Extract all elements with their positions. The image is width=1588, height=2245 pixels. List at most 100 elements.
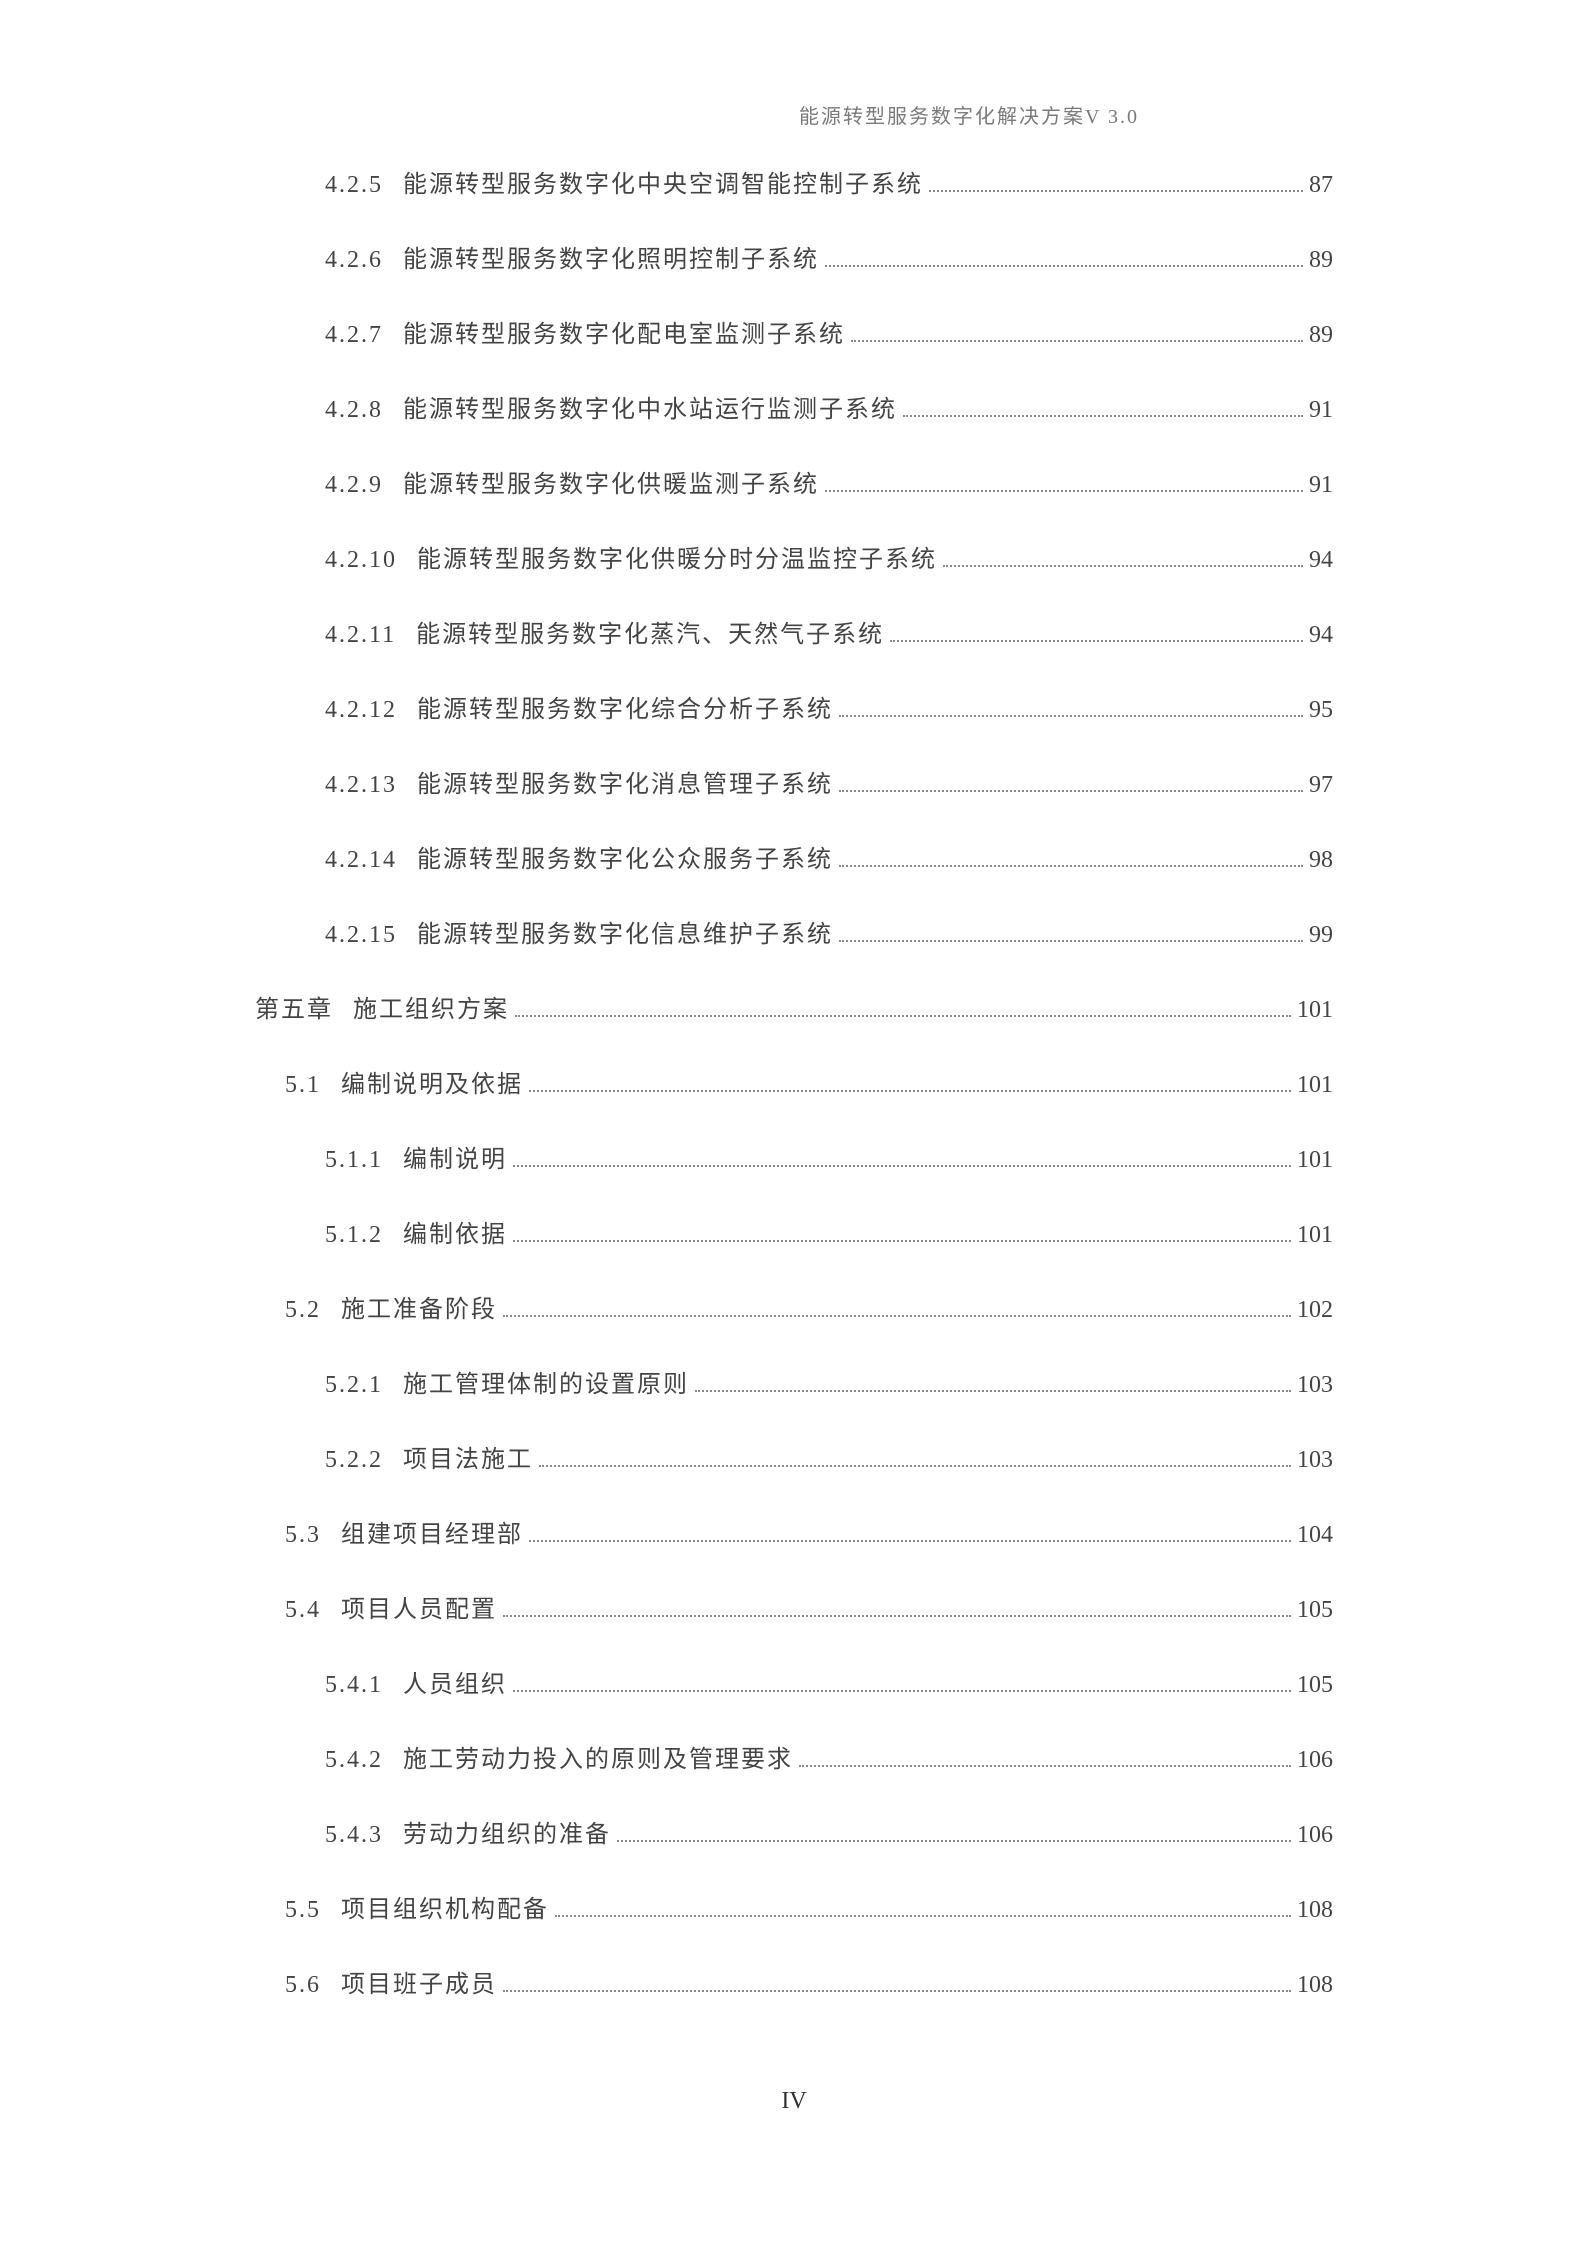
toc-entry-number: 4.2.15 xyxy=(325,922,397,949)
toc-entry-title: 施工准备阶段 xyxy=(341,1289,497,1324)
toc-entry: 5.4.2 施工劳动力投入的原则及管理要求 106 xyxy=(255,1739,1333,1774)
toc-entry-number: 4.2.6 xyxy=(325,247,383,274)
toc-entry-page: 102 xyxy=(1297,1297,1333,1324)
toc-entry-title: 能源转型服务数字化配电室监测子系统 xyxy=(403,314,845,349)
toc-leader-dots xyxy=(851,340,1303,342)
toc-entry: 5.2.1施工管理体制的设置原则103 xyxy=(255,1364,1333,1399)
toc-leader-dots xyxy=(555,1915,1291,1917)
toc-entry: 5.2 施工准备阶段 102 xyxy=(255,1289,1333,1324)
document-header: 能源转型服务数字化解决方案V 3.0 xyxy=(255,100,1333,129)
toc-entry: 5.6 项目班子成员 108 xyxy=(255,1964,1333,1999)
toc-entry-number: 4.2.8 xyxy=(325,397,383,424)
toc-entry-title: 能源转型服务数字化公众服务子系统 xyxy=(417,839,833,874)
table-of-contents: 4.2.5 能源转型服务数字化中央空调智能控制子系统 87 4.2.6 能源转型服务数字… xyxy=(255,164,1333,1999)
toc-leader-dots xyxy=(839,865,1303,867)
toc-entry-title: 能源转型服务数字化供暖分时分温监控子系统 xyxy=(417,539,937,574)
toc-leader-dots xyxy=(695,1390,1291,1392)
toc-entry-number: 5.6 xyxy=(285,1972,321,1999)
toc-entry-number: 4.2.13 xyxy=(325,772,397,799)
toc-leader-dots xyxy=(799,1765,1291,1767)
toc-entry-page: 94 xyxy=(1309,622,1333,649)
toc-entry: 4.2.5 能源转型服务数字化中央空调智能控制子系统 87 xyxy=(255,164,1333,199)
toc-leader-dots xyxy=(825,265,1303,267)
toc-entry-page: 108 xyxy=(1297,1897,1333,1924)
toc-entry-title: 项目班子成员 xyxy=(341,1964,497,1999)
toc-entry: 5.1.2 编制依据 101 xyxy=(255,1214,1333,1249)
toc-entry-number: 5.4.2 xyxy=(325,1747,383,1774)
toc-entry-number: 4.2.5 xyxy=(325,172,383,199)
toc-entry: 4.2.7 能源转型服务数字化配电室监测子系统 89 xyxy=(255,314,1333,349)
toc-entry-title: 能源转型服务数字化供暖监测子系统 xyxy=(403,464,819,499)
toc-entry-title: 项目人员配置 xyxy=(341,1589,497,1624)
toc-entry-page: 103 xyxy=(1297,1447,1333,1474)
toc-entry-title: 劳动力组织的准备 xyxy=(403,1814,611,1849)
toc-entry: 4.2.8能源转型服务数字化中水站运行监测子系统91 xyxy=(255,389,1333,424)
toc-entry-title: 能源转型服务数字化中央空调智能控制子系统 xyxy=(403,164,923,199)
toc-entry-page: 101 xyxy=(1297,1147,1333,1174)
toc-entry-number: 5.1.1 xyxy=(325,1147,383,1174)
toc-entry: 4.2.11能源转型服务数字化蒸汽、天然气子系统94 xyxy=(255,614,1333,649)
toc-entry: 4.2.14能源转型服务数字化公众服务子系统98 xyxy=(255,839,1333,874)
toc-entry: 第五章施工组织方案101 xyxy=(255,989,1333,1024)
toc-entry-number: 5.5 xyxy=(285,1897,321,1924)
toc-entry-page: 105 xyxy=(1297,1672,1333,1699)
toc-entry-number: 5.2.2 xyxy=(325,1447,383,1474)
toc-entry: 4.2.6能源转型服务数字化照明控制子系统89 xyxy=(255,239,1333,274)
toc-entry-number: 5.4.3 xyxy=(325,1822,383,1849)
toc-entry-page: 94 xyxy=(1309,547,1333,574)
toc-entry: 5.4.3 劳动力组织的准备 106 xyxy=(255,1814,1333,1849)
toc-entry-title: 能源转型服务数字化信息维护子系统 xyxy=(417,914,833,949)
toc-entry: 5.2.2 项目法施工 103 xyxy=(255,1439,1333,1474)
toc-entry-title: 能源转型服务数字化蒸汽、天然气子系统 xyxy=(416,614,884,649)
toc-entry: 4.2.10能源转型服务数字化供暖分时分温监控子系统94 xyxy=(255,539,1333,574)
page-number: IV xyxy=(0,2088,1588,2115)
toc-leader-dots xyxy=(513,1165,1291,1167)
toc-entry-number: 4.2.7 xyxy=(325,322,383,349)
toc-entry-number: 5.2 xyxy=(285,1297,321,1324)
toc-entry-title: 项目法施工 xyxy=(403,1439,533,1474)
toc-leader-dots xyxy=(890,640,1303,642)
toc-leader-dots xyxy=(529,1090,1291,1092)
toc-leader-dots xyxy=(943,565,1303,567)
toc-entry-title: 能源转型服务数字化照明控制子系统 xyxy=(403,239,819,274)
toc-entry-title: 组建项目经理部 xyxy=(341,1514,523,1549)
toc-leader-dots xyxy=(529,1540,1291,1542)
toc-entry-page: 108 xyxy=(1297,1972,1333,1999)
toc-leader-dots xyxy=(903,415,1303,417)
toc-leader-dots xyxy=(515,1015,1291,1017)
toc-entry-page: 91 xyxy=(1309,472,1333,499)
toc-entry-number: 4.2.9 xyxy=(325,472,383,499)
toc-entry-number: 5.4 xyxy=(285,1597,321,1624)
toc-entry-title: 能源转型服务数字化消息管理子系统 xyxy=(417,764,833,799)
toc-entry: 5.1编制说明及依据101 xyxy=(255,1064,1333,1099)
toc-entry-page: 87 xyxy=(1309,172,1333,199)
toc-entry: 4.2.9 能源转型服务数字化供暖监测子系统 91 xyxy=(255,464,1333,499)
toc-leader-dots xyxy=(617,1840,1291,1842)
toc-leader-dots xyxy=(839,940,1303,942)
toc-entry-title: 施工劳动力投入的原则及管理要求 xyxy=(403,1739,793,1774)
toc-entry-number: 5.1.2 xyxy=(325,1222,383,1249)
toc-entry-number: 5.4.1 xyxy=(325,1672,383,1699)
toc-entry-title: 编制依据 xyxy=(403,1214,507,1249)
toc-entry: 5.4项目人员配置105 xyxy=(255,1589,1333,1624)
toc-leader-dots xyxy=(539,1465,1291,1467)
toc-entry-page: 101 xyxy=(1297,1222,1333,1249)
toc-entry-page: 104 xyxy=(1297,1522,1333,1549)
toc-leader-dots xyxy=(513,1240,1291,1242)
toc-entry-number: 4.2.14 xyxy=(325,847,397,874)
toc-entry-page: 89 xyxy=(1309,322,1333,349)
toc-entry: 5.4.1人员组织105 xyxy=(255,1664,1333,1699)
toc-leader-dots xyxy=(503,1315,1291,1317)
toc-entry: 4.2.13 能源转型服务数字化消息管理子系统 97 xyxy=(255,764,1333,799)
toc-entry: 5.1.1编制说明101 xyxy=(255,1139,1333,1174)
toc-leader-dots xyxy=(839,790,1303,792)
toc-entry-number: 5.3 xyxy=(285,1522,321,1549)
toc-entry-page: 101 xyxy=(1297,997,1333,1024)
toc-entry-page: 106 xyxy=(1297,1747,1333,1774)
toc-entry-page: 106 xyxy=(1297,1822,1333,1849)
toc-entry-number: 5.1 xyxy=(285,1072,321,1099)
toc-entry-page: 97 xyxy=(1309,772,1333,799)
toc-entry-title: 施工组织方案 xyxy=(353,989,509,1024)
toc-entry-title: 能源转型服务数字化综合分析子系统 xyxy=(417,689,833,724)
toc-entry: 5.3 组建项目经理部 104 xyxy=(255,1514,1333,1549)
